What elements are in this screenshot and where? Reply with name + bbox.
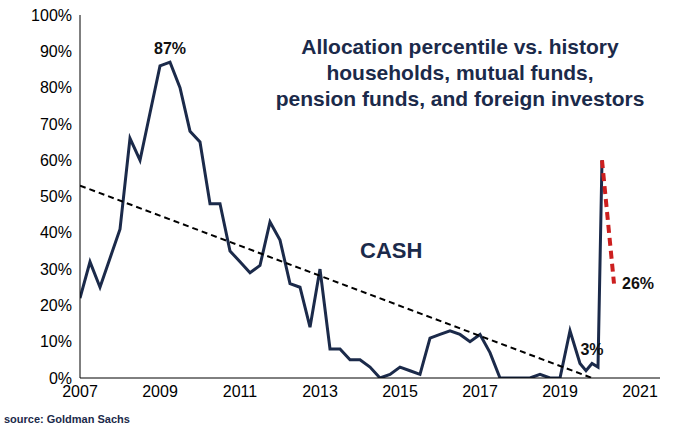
svg-text:2013: 2013 xyxy=(302,383,338,400)
html-text:CASH: CASH xyxy=(360,238,423,263)
svg-text:87%: 87% xyxy=(154,40,186,57)
svg-text:60%: 60% xyxy=(40,152,72,169)
svg-text:2021: 2021 xyxy=(622,383,658,400)
html-text:households, mutual funds, pens: households, mutual funds, pension funds,… xyxy=(275,61,645,110)
svg-text:80%: 80% xyxy=(40,79,72,96)
svg-text:90%: 90% xyxy=(40,43,72,60)
svg-text:2015: 2015 xyxy=(382,383,418,400)
svg-text:50%: 50% xyxy=(40,188,72,205)
svg-text:40%: 40% xyxy=(40,224,72,241)
svg-text:20%: 20% xyxy=(40,297,72,314)
svg-text:30%: 30% xyxy=(40,261,72,278)
svg-text:2019: 2019 xyxy=(542,383,578,400)
svg-text:2017: 2017 xyxy=(462,383,498,400)
svg-text:100%: 100% xyxy=(31,7,72,24)
svg-text:2007: 2007 xyxy=(62,383,98,401)
html-text:source: Goldman Sachs: source: Goldman Sachs xyxy=(4,413,130,425)
svg-text:2011: 2011 xyxy=(223,383,258,400)
svg-text:2009: 2009 xyxy=(142,383,178,400)
svg-text:3%: 3% xyxy=(580,341,603,358)
svg-text:26%: 26% xyxy=(622,275,654,292)
svg-text:70%: 70% xyxy=(40,116,72,133)
html-text:Allocation percentile vs. hist: Allocation percentile vs. history xyxy=(301,35,619,58)
svg-text:10%: 10% xyxy=(40,333,72,350)
svg-text:0%: 0% xyxy=(49,370,72,387)
